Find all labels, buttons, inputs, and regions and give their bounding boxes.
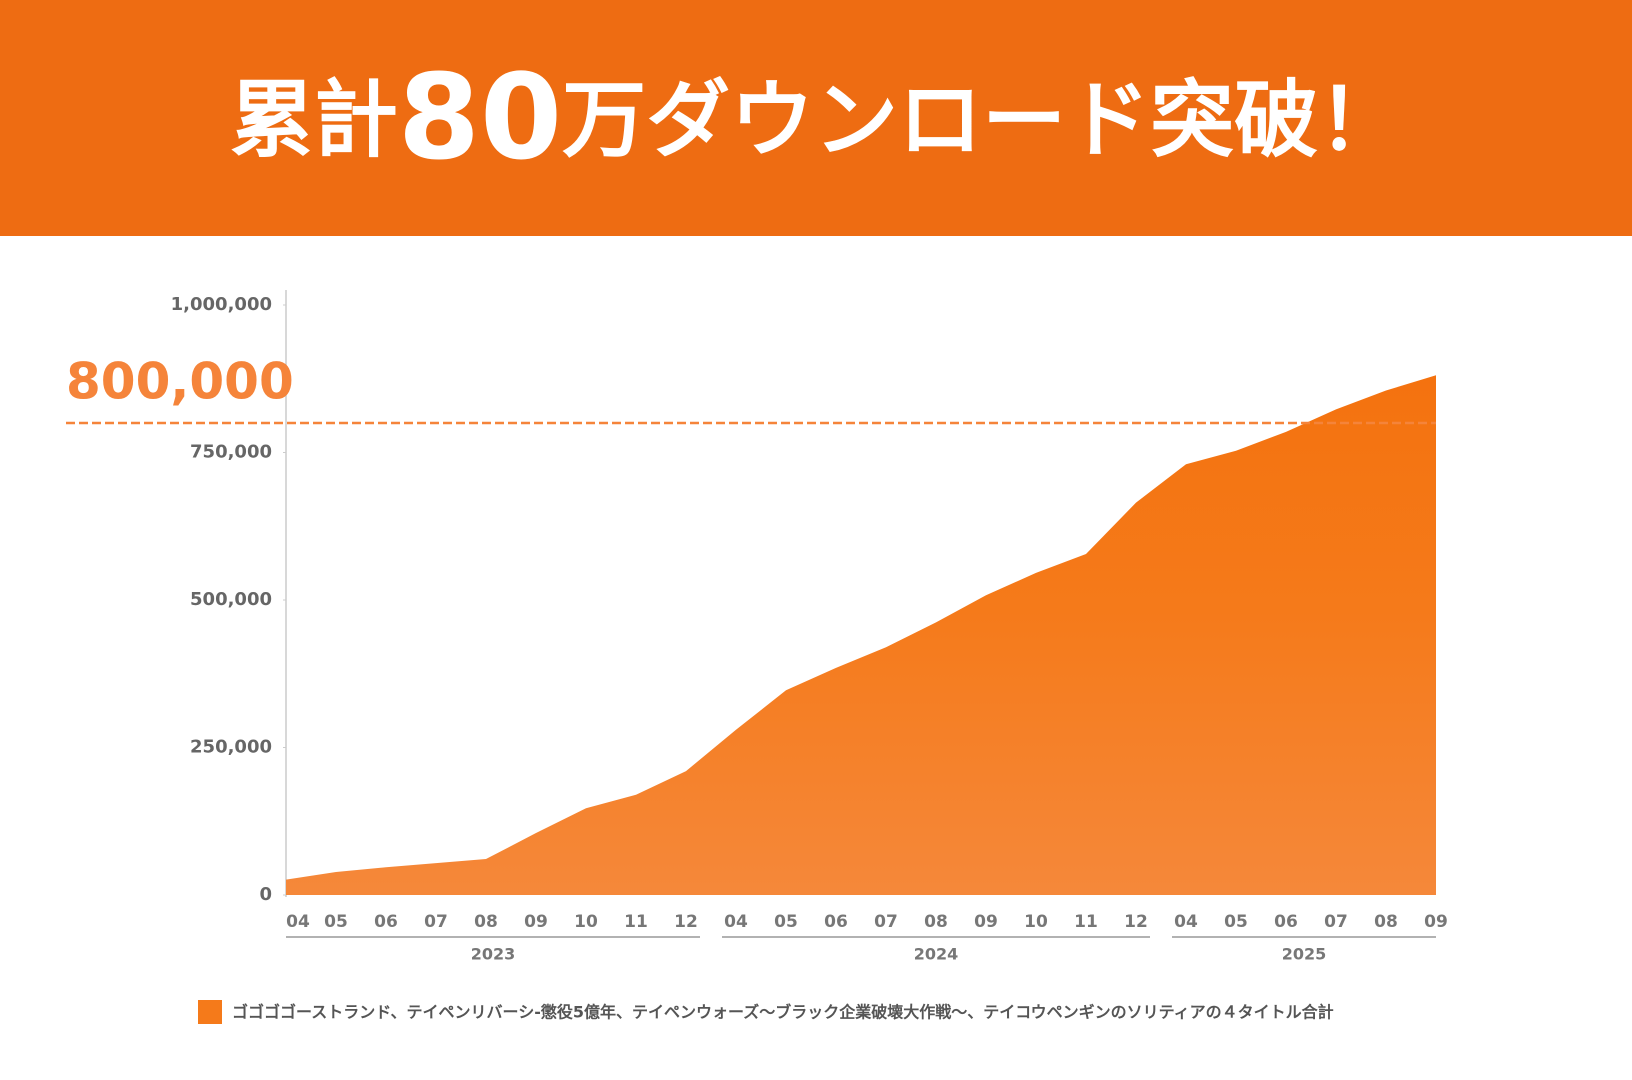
x-tick-label: 05 bbox=[774, 912, 798, 932]
x-group-label: 2025 bbox=[1282, 945, 1327, 964]
legend-label: ゴゴゴゴーストランド、テイペンリバーシ-懲役5億年、テイペンウォーズ〜ブラック企… bbox=[232, 1003, 1334, 1022]
x-group-label: 2023 bbox=[471, 945, 516, 964]
x-tick-label: 11 bbox=[1074, 912, 1098, 932]
x-tick-label: 12 bbox=[1124, 912, 1148, 932]
x-tick-label: 08 bbox=[1374, 912, 1398, 932]
y-tick-label: 0 bbox=[259, 884, 272, 905]
title-part: 80 bbox=[398, 48, 562, 186]
x-tick-label: 12 bbox=[674, 912, 698, 932]
title-part: 累計 bbox=[230, 71, 398, 169]
annotation-label: 800,000 bbox=[66, 353, 294, 411]
x-tick-label: 06 bbox=[1274, 912, 1298, 932]
x-tick-label: 10 bbox=[1024, 912, 1048, 932]
legend-swatch bbox=[198, 1000, 222, 1024]
x-tick-label: 09 bbox=[974, 912, 998, 932]
x-tick-label: 04 bbox=[286, 912, 310, 932]
x-tick-label: 06 bbox=[824, 912, 848, 932]
banner bbox=[0, 0, 1632, 236]
x-tick-label: 11 bbox=[624, 912, 648, 932]
x-tick-label: 05 bbox=[1224, 912, 1248, 932]
x-group-label: 2024 bbox=[914, 945, 959, 964]
y-tick-label: 1,000,000 bbox=[171, 294, 272, 315]
y-tick-label: 750,000 bbox=[190, 442, 272, 463]
x-tick-label: 07 bbox=[874, 912, 898, 932]
x-tick-label: 05 bbox=[324, 912, 348, 932]
x-tick-label: 04 bbox=[724, 912, 748, 932]
banner-title: 累計80万ダウンロード突破！ bbox=[230, 48, 1402, 186]
x-tick-label: 08 bbox=[924, 912, 948, 932]
x-tick-label: 04 bbox=[1174, 912, 1198, 932]
x-tick-label: 07 bbox=[1324, 912, 1348, 932]
x-tick-label: 07 bbox=[424, 912, 448, 932]
x-tick-label: 06 bbox=[374, 912, 398, 932]
area bbox=[286, 375, 1436, 896]
title-part: 万ダウンロード突破！ bbox=[562, 71, 1402, 169]
y-tick-label: 500,000 bbox=[190, 589, 272, 610]
x-tick-label: 09 bbox=[524, 912, 548, 932]
x-tick-label: 09 bbox=[1424, 912, 1448, 932]
x-tick-label: 08 bbox=[474, 912, 498, 932]
x-tick-label: 10 bbox=[574, 912, 598, 932]
y-tick-label: 250,000 bbox=[190, 737, 272, 758]
